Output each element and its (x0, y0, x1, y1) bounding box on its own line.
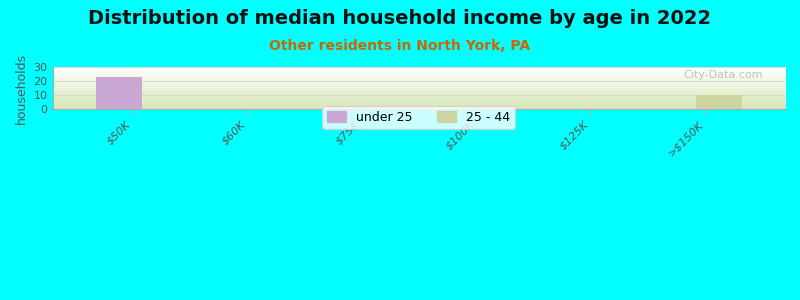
Text: City-Data.com: City-Data.com (683, 70, 763, 80)
Bar (96, 77, 142, 109)
Bar (696, 95, 742, 109)
Y-axis label: households: households (15, 52, 28, 124)
Text: Other residents in North York, PA: Other residents in North York, PA (270, 39, 530, 53)
Legend: under 25, 25 - 44: under 25, 25 - 44 (322, 106, 515, 129)
Text: Distribution of median household income by age in 2022: Distribution of median household income … (89, 9, 711, 28)
